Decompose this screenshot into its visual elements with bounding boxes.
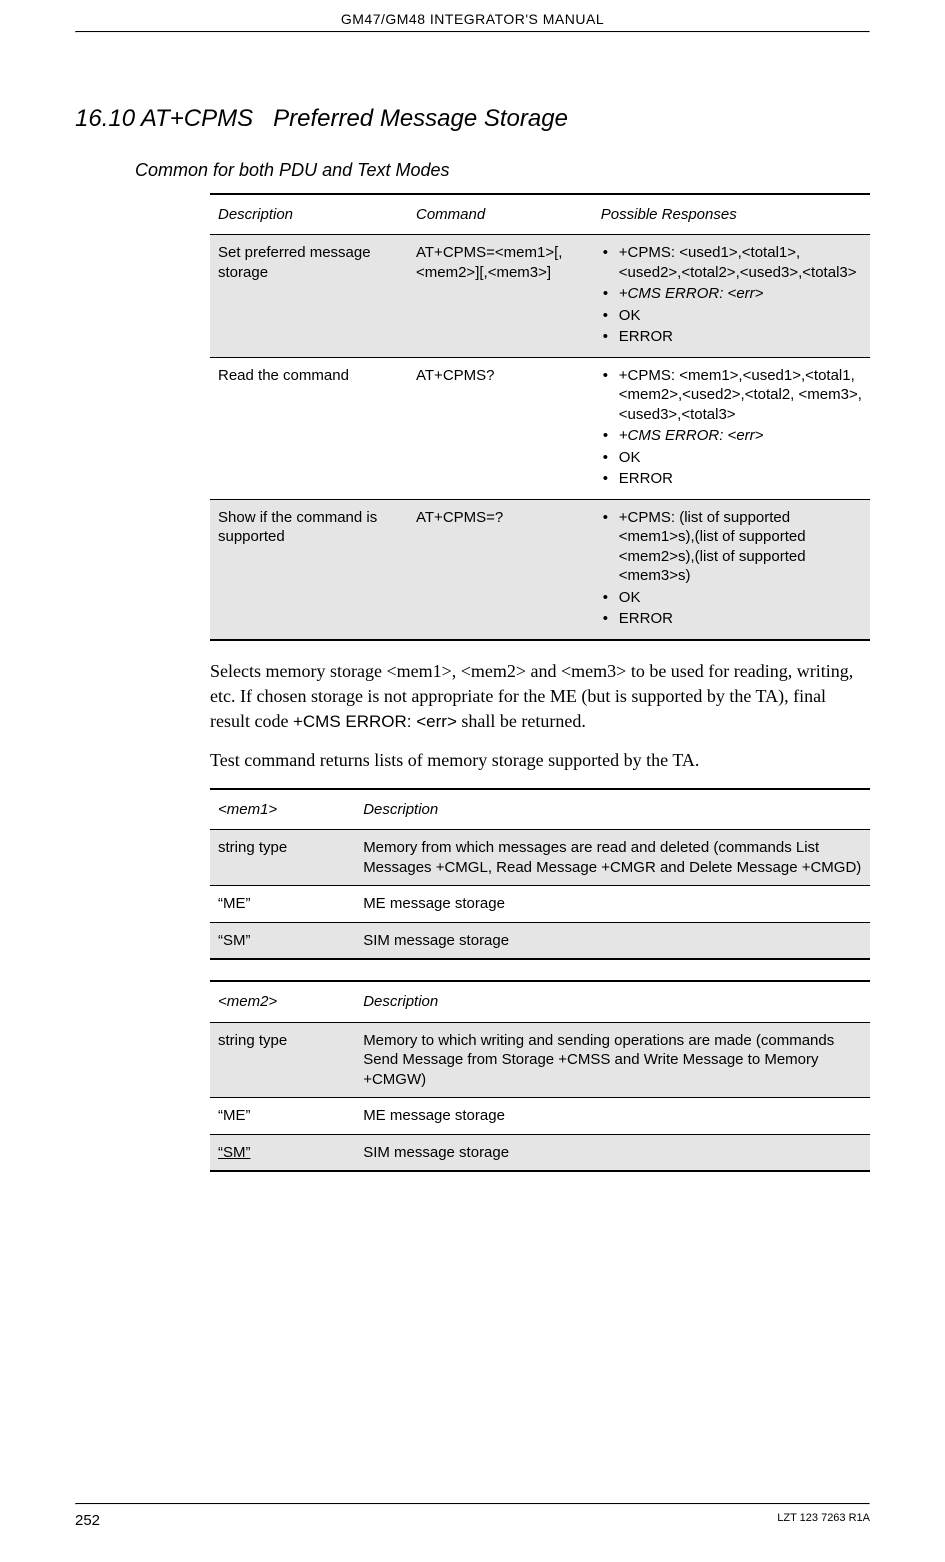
cell-command: AT+CPMS?	[408, 357, 593, 499]
response-item: +CMS ERROR: <err>	[601, 284, 862, 304]
th-description: Description	[210, 194, 408, 235]
cell-key: “SM”	[210, 1134, 355, 1171]
th-description: Description	[355, 789, 870, 830]
th-mem1: <mem1>	[210, 789, 355, 830]
section-title-name: Preferred Message Storage	[273, 105, 568, 132]
response-item: +CPMS: <used1>,<total1>,<used2>,<total2>…	[601, 243, 862, 282]
doc-id: LZT 123 7263 R1A	[777, 1511, 870, 1525]
table-row: string typeMemory from which messages ar…	[210, 830, 870, 886]
table-row: Show if the command is supportedAT+CPMS=…	[210, 499, 870, 640]
cell-key: string type	[210, 830, 355, 886]
response-item: +CPMS: (list of supported <mem1>s),(list…	[601, 508, 862, 586]
response-item: ERROR	[601, 609, 862, 629]
cell-value: SIM message storage	[355, 922, 870, 959]
footer: 252 LZT 123 7263 R1A	[75, 1495, 870, 1532]
paragraph-2: Test command returns lists of memory sto…	[210, 748, 870, 773]
table-header-row: <mem1> Description	[210, 789, 870, 830]
table-row: “ME”ME message storage	[210, 886, 870, 923]
cell-value: Memory from which messages are read and …	[355, 830, 870, 886]
cell-description: Show if the command is supported	[210, 499, 408, 640]
table-row: string typeMemory to which writing and s…	[210, 1022, 870, 1098]
table-header-row: <mem2> Description	[210, 981, 870, 1022]
th-command: Command	[408, 194, 593, 235]
section-title-cmd: AT+CPMS	[141, 105, 253, 132]
paragraph-1: Selects memory storage <mem1>, <mem2> an…	[210, 659, 870, 735]
cell-command: AT+CPMS=<mem1>[,<mem2>][,<mem3>]	[408, 235, 593, 358]
p1-cms: +CMS ERROR: <err>	[293, 712, 457, 731]
th-description: Description	[355, 981, 870, 1022]
header-rule	[75, 31, 870, 33]
response-item: OK	[601, 588, 862, 608]
page-number: 252	[75, 1512, 100, 1529]
table-row: Read the commandAT+CPMS?+CPMS: <mem1>,<u…	[210, 357, 870, 499]
cell-value: Memory to which writing and sending oper…	[355, 1022, 870, 1098]
table-header-row: Description Command Possible Responses	[210, 194, 870, 235]
cell-command: AT+CPMS=?	[408, 499, 593, 640]
cell-key: “ME”	[210, 1098, 355, 1135]
response-item: +CPMS: <mem1>,<used1>,<total1, <mem2>,<u…	[601, 366, 862, 425]
header-doc-title: GM47/GM48 INTEGRATOR'S MANUAL	[75, 0, 870, 31]
table-row: “SM”SIM message storage	[210, 922, 870, 959]
table-row: Set preferred message storageAT+CPMS=<me…	[210, 235, 870, 358]
table-row: “SM”SIM message storage	[210, 1134, 870, 1171]
cell-value: ME message storage	[355, 1098, 870, 1135]
th-responses: Possible Responses	[593, 194, 870, 235]
mem1-table: <mem1> Description string typeMemory fro…	[210, 788, 870, 961]
response-item: ERROR	[601, 327, 862, 347]
sub-heading: Common for both PDU and Text Modes	[135, 159, 870, 182]
command-table: Description Command Possible Responses S…	[210, 193, 870, 641]
table-row: “ME”ME message storage	[210, 1098, 870, 1135]
cell-value: ME message storage	[355, 886, 870, 923]
response-item: OK	[601, 306, 862, 326]
cell-description: Set preferred message storage	[210, 235, 408, 358]
cell-key: “SM”	[210, 922, 355, 959]
response-item: OK	[601, 448, 862, 468]
cell-responses: +CPMS: <used1>,<total1>,<used2>,<total2>…	[593, 235, 870, 358]
p1-post: shall be returned.	[457, 711, 586, 731]
section-heading: 16.10 AT+CPMS Preferred Message Storage	[75, 103, 870, 134]
cell-responses: +CPMS: (list of supported <mem1>s),(list…	[593, 499, 870, 640]
footer-rule	[75, 1503, 870, 1505]
cell-description: Read the command	[210, 357, 408, 499]
cell-key: string type	[210, 1022, 355, 1098]
cell-responses: +CPMS: <mem1>,<used1>,<total1, <mem2>,<u…	[593, 357, 870, 499]
mem2-table: <mem2> Description string typeMemory to …	[210, 980, 870, 1172]
response-item: ERROR	[601, 469, 862, 489]
section-number: 16.10	[75, 105, 135, 132]
cell-value: SIM message storage	[355, 1134, 870, 1171]
cell-key: “ME”	[210, 886, 355, 923]
th-mem2: <mem2>	[210, 981, 355, 1022]
response-item: +CMS ERROR: <err>	[601, 426, 862, 446]
